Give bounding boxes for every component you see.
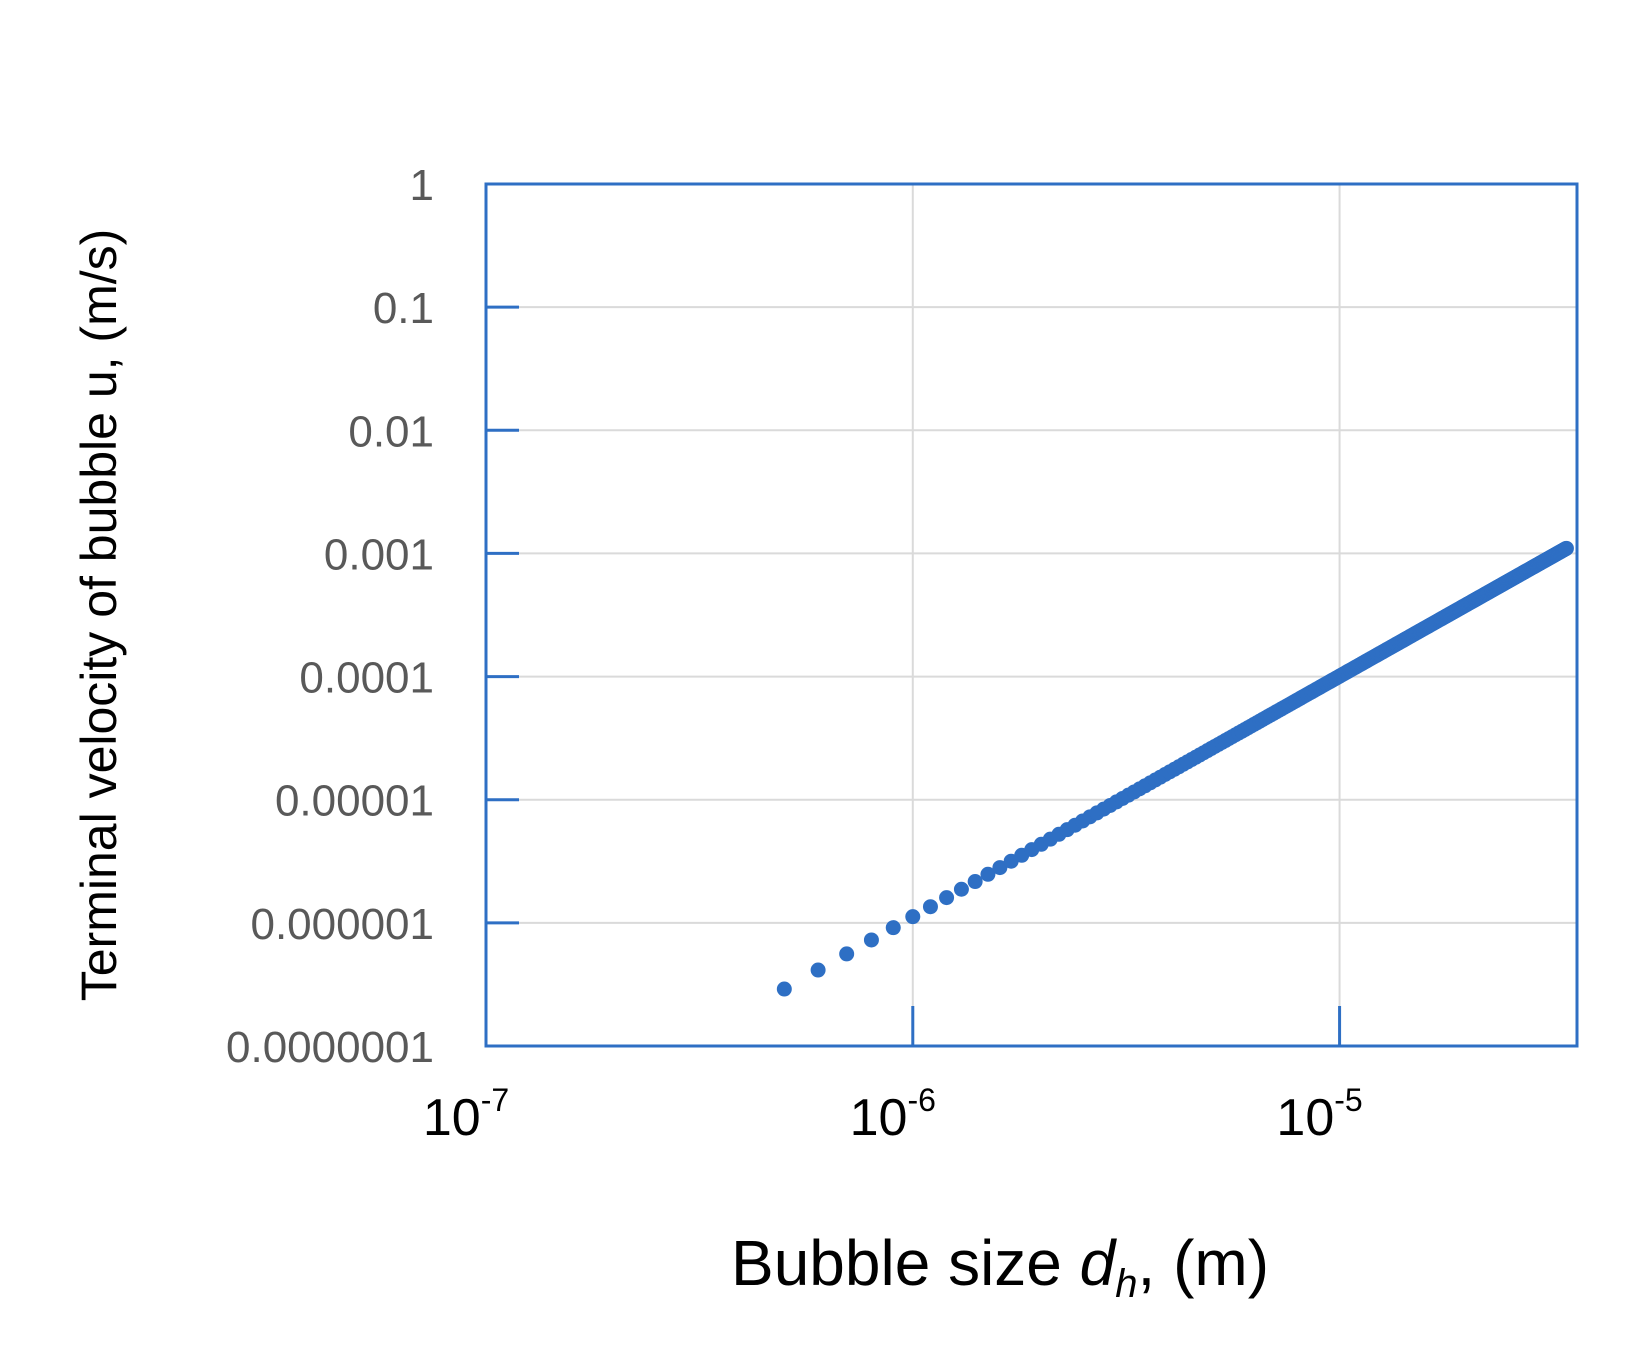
x-tick-label-base: 10 bbox=[1276, 1089, 1334, 1147]
y-axis-label: Terminal velocity of bubble u, (m/s) bbox=[71, 229, 127, 1002]
data-point bbox=[1558, 540, 1574, 556]
y-tick-label: 0.00001 bbox=[275, 777, 434, 826]
data-point bbox=[922, 899, 938, 915]
grid-lines bbox=[486, 184, 1577, 1046]
data-point bbox=[810, 962, 826, 978]
y-tick-label: 0.0000001 bbox=[226, 1023, 434, 1072]
data-point bbox=[839, 946, 855, 962]
x-axis-label-prefix: Bubble size bbox=[731, 1227, 1080, 1299]
x-tick-label: 10-7 bbox=[423, 1082, 509, 1147]
x-tick-label-exponent: -5 bbox=[1334, 1082, 1362, 1118]
x-tick-label-base: 10 bbox=[850, 1089, 908, 1147]
x-axis-label: Bubble size dh, (m) bbox=[731, 1227, 1269, 1306]
data-point bbox=[939, 890, 955, 906]
data-point bbox=[776, 981, 792, 997]
y-tick-label: 0.1 bbox=[373, 284, 434, 333]
y-tick-label: 0.01 bbox=[348, 407, 434, 456]
y-tick-label: 1 bbox=[410, 161, 434, 210]
x-axis-label-subscript: h bbox=[1115, 1262, 1137, 1306]
x-axis-tick-labels: 10-7 10-6 10-5 bbox=[423, 1082, 1363, 1147]
y-tick-label: 0.001 bbox=[324, 530, 434, 579]
x-tick-label-base: 10 bbox=[423, 1089, 481, 1147]
x-tick-label: 10-5 bbox=[1276, 1082, 1362, 1147]
axis-ticks bbox=[486, 182, 1342, 1046]
data-point bbox=[885, 920, 901, 936]
y-tick-label: 0.000001 bbox=[250, 900, 434, 949]
data-point bbox=[980, 866, 996, 882]
y-tick-label: 0.0001 bbox=[299, 654, 434, 703]
x-tick-label-exponent: -6 bbox=[907, 1082, 935, 1118]
plot-area-border bbox=[484, 182, 1579, 1048]
data-point bbox=[967, 874, 983, 890]
data-point bbox=[863, 932, 879, 948]
data-point bbox=[953, 881, 969, 897]
y-axis-tick-labels: 1 0.1 0.01 0.001 0.0001 0.00001 0.000001 0.0000… bbox=[226, 161, 434, 1072]
x-axis-label-symbol: d bbox=[1080, 1227, 1118, 1299]
x-axis-label-suffix: , (m) bbox=[1138, 1227, 1270, 1299]
data-point bbox=[905, 909, 921, 925]
x-tick-label-exponent: -7 bbox=[481, 1082, 509, 1118]
data-points bbox=[776, 540, 1574, 997]
data-point bbox=[992, 860, 1008, 876]
x-tick-label: 10-6 bbox=[850, 1082, 936, 1147]
